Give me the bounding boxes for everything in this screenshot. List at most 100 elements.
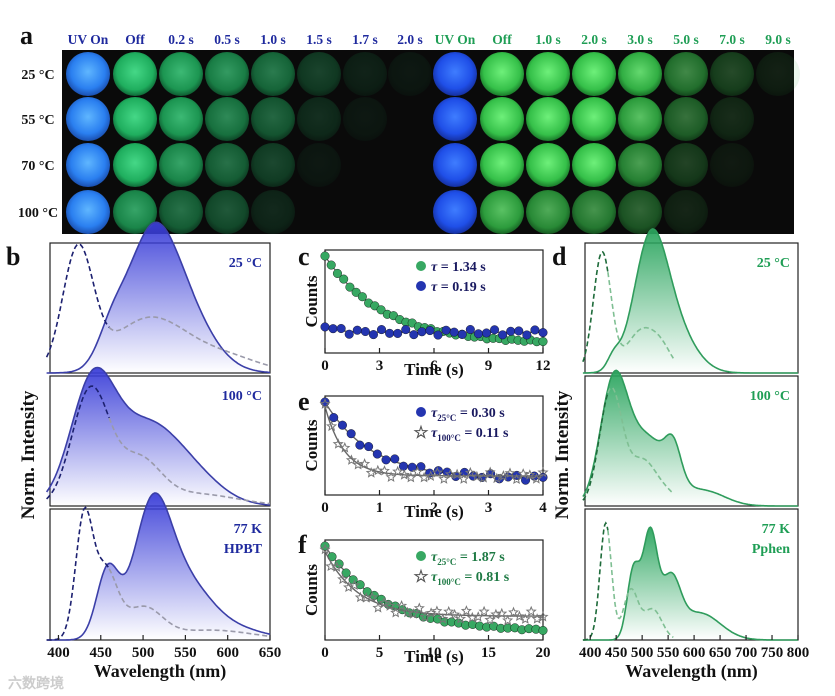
excitation-dashed-dark: [582, 250, 609, 363]
excitation-dashed-light: [607, 272, 674, 359]
data-point: [538, 328, 548, 338]
x-tick-label: 0: [321, 500, 329, 516]
data-star: [438, 473, 450, 484]
data-star: [460, 605, 472, 616]
x-tick-label: 800: [787, 645, 810, 661]
data-point: [320, 251, 330, 261]
plate-left-r2-c5: [297, 143, 341, 187]
emission-line: [582, 228, 798, 374]
header-left: Off: [125, 32, 145, 47]
plate-right-r3-c5: [664, 190, 708, 234]
plate-left-r2-c4: [251, 143, 295, 187]
legend-subscript: 25°C: [437, 413, 456, 423]
excitation-dashed-dark: [46, 506, 110, 641]
data-point: [441, 325, 451, 335]
plate-left-r0-c1: [113, 52, 157, 96]
legend-marker: [416, 261, 426, 271]
spectrum-condition-label: 25 °C: [229, 256, 262, 271]
plate-grid: [66, 52, 800, 234]
spectrum-condition-label: 100 °C: [750, 389, 790, 404]
x-tick-label: 0: [321, 645, 329, 661]
plate-left-r2-c2: [159, 143, 203, 187]
emission-fill: [582, 370, 798, 506]
x-tick-label: 550: [657, 645, 680, 661]
data-point: [344, 329, 354, 339]
data-star: [360, 592, 372, 603]
data-point: [364, 442, 374, 452]
header-left: 1.7 s: [352, 32, 378, 47]
data-star: [396, 599, 408, 611]
header-left: 0.2 s: [168, 32, 194, 47]
data-point: [398, 461, 408, 471]
data-star: [348, 579, 360, 591]
data-point: [355, 580, 365, 590]
data-point: [457, 329, 467, 339]
plate-left-r1-c3: [205, 97, 249, 141]
plate-right-r3-c2: [526, 190, 570, 234]
plate-left-r3-c0: [66, 190, 110, 234]
data-star: [385, 471, 397, 482]
x-tick-label: 700: [735, 645, 758, 661]
x-tick-label: 400: [579, 645, 602, 661]
x-axis-label: Time (s): [404, 647, 464, 666]
data-star: [401, 606, 414, 618]
header-right: 1.0 s: [535, 32, 561, 47]
plate-right-r1-c0: [433, 97, 477, 141]
header-right: 7.0 s: [719, 32, 745, 47]
data-point: [490, 325, 500, 335]
plate-right-r1-c6: [710, 97, 754, 141]
excitation-dashed-light: [607, 386, 674, 494]
data-star: [525, 605, 537, 617]
data-star: [517, 468, 529, 479]
panel-label-b: b: [6, 242, 20, 271]
legend-tau: τ: [431, 406, 438, 421]
x-tick-label: 3: [376, 358, 384, 374]
data-star: [431, 466, 443, 478]
plate-left-r0-c2: [159, 52, 203, 96]
header-left: UV On: [68, 32, 109, 47]
data-star: [491, 472, 503, 484]
panel-label-f: f: [298, 530, 307, 559]
data-star: [319, 543, 331, 555]
data-star: [354, 591, 366, 603]
data-point: [357, 292, 367, 302]
data-point: [390, 454, 400, 464]
material-label: HPBT: [224, 542, 263, 557]
data-point: [417, 327, 427, 337]
data-point: [368, 330, 378, 340]
emission-fill: [582, 229, 798, 373]
data-point: [355, 440, 365, 450]
data-point: [352, 325, 362, 335]
plate-right-r2-c4: [618, 143, 662, 187]
plate-right-r2-c3: [572, 143, 616, 187]
legend-subscript: 100°C: [437, 577, 461, 587]
plate-left-r3-c1: [113, 190, 157, 234]
data-star: [472, 611, 484, 622]
legend-text: τ = 0.19 s: [431, 280, 486, 295]
plate-right-r0-c1: [480, 52, 524, 96]
header-right: UV On: [435, 32, 476, 47]
excitation-dashed-light: [108, 316, 271, 367]
plate-right-r3-c1: [480, 190, 524, 234]
plate-right-r2-c5: [664, 143, 708, 187]
data-point: [326, 260, 336, 270]
data-point: [328, 324, 338, 334]
excitation-dashed-dark: [582, 392, 609, 501]
data-star: [345, 454, 357, 465]
data-point: [538, 625, 548, 635]
data-point: [381, 455, 391, 465]
plate-left-r2-c1: [113, 143, 157, 187]
emission-fill: [46, 493, 270, 640]
data-point: [372, 449, 382, 459]
data-point: [514, 326, 524, 336]
data-point: [401, 325, 411, 335]
data-star: [398, 469, 410, 480]
legend-text: τ25°C = 0.30 s: [431, 406, 505, 423]
data-star: [504, 467, 516, 478]
data-star: [365, 467, 377, 478]
data-star: [508, 606, 520, 618]
data-star: [366, 591, 378, 603]
data-star: [537, 466, 549, 478]
x-tick-label: 1: [376, 500, 384, 516]
